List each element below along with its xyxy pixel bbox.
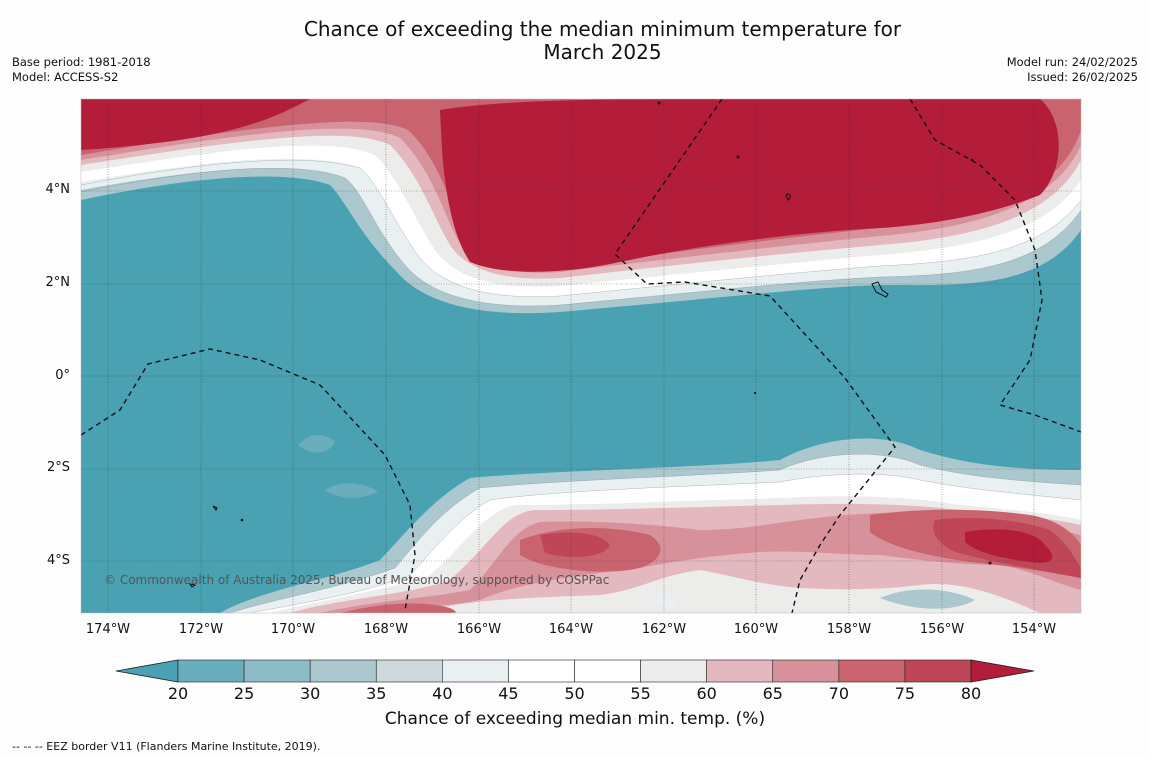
colorbar-extend-low: [115, 659, 179, 683]
lon-label: 162°W: [641, 622, 687, 637]
colorbar-tick-label: 70: [828, 684, 849, 703]
colorbar-tick-label: 45: [498, 684, 519, 703]
model-run: Model run: 24/02/2025: [1006, 55, 1138, 69]
colorbar-tick-label: 60: [696, 684, 717, 703]
lon-label: 166°W: [456, 622, 502, 637]
lon-label: 158°W: [826, 622, 872, 637]
lat-label: 4°S: [46, 553, 70, 568]
colorbar: [115, 659, 1035, 683]
colorbar-extend-high: [970, 659, 1035, 683]
colorbar-segment: [574, 659, 641, 683]
colorbar-segment: [706, 659, 774, 683]
colorbar-tick-label: 80: [960, 684, 982, 703]
copyright-text: © Commonwealth of Australia 2025, Bureau…: [104, 573, 609, 587]
colorbar-segment: [772, 659, 840, 683]
meta-right: Model run: 24/02/2025 Issued: 26/02/2025: [1007, 55, 1138, 85]
lat-label: 0°: [55, 368, 70, 383]
colorbar-segment: [375, 659, 443, 683]
colorbar-segment: [838, 659, 906, 683]
lon-label: 172°W: [178, 622, 224, 637]
colorbar-tick-label: 65: [762, 684, 783, 703]
northern-warm-region: [81, 99, 1081, 314]
lon-label: 170°W: [270, 622, 316, 637]
lon-label: 164°W: [548, 622, 594, 637]
colorbar-tick-label: 30: [299, 684, 321, 703]
lat-label: 2°N: [45, 275, 71, 290]
lon-label: 160°W: [733, 622, 779, 637]
colorbar-tick-label: 50: [564, 684, 585, 703]
islands: [188, 101, 992, 588]
lon-label: 154°W: [1011, 622, 1057, 637]
colorbar-tick-label: 55: [630, 684, 651, 703]
model-name: Model: ACCESS-S2: [12, 70, 119, 84]
lon-label: 168°W: [363, 622, 409, 637]
title-line-1: Chance of exceeding the median minimum t…: [303, 17, 902, 41]
lat-label: 4°N: [45, 182, 71, 197]
map-plot-area: © Commonwealth of Australia 2025, Bureau…: [81, 99, 1081, 613]
footnote: -- -- -- EEZ border V11 (Flanders Marine…: [12, 740, 321, 753]
lon-label: 174°W: [85, 622, 131, 637]
colorbar-segment: [309, 659, 377, 683]
colorbar-segment: [177, 659, 245, 683]
meta-left: Base period: 1981-2018 Model: ACCESS-S2: [12, 55, 151, 85]
colorbar-segment: [904, 659, 972, 683]
colorbar-tick-label: 20: [167, 684, 189, 703]
teal-patch: [298, 434, 335, 453]
map-frame: [80, 98, 1082, 614]
base-period: Base period: 1981-2018: [12, 55, 151, 69]
map-title: Chance of exceeding the median minimum t…: [250, 18, 955, 64]
graticule: [81, 99, 1081, 613]
contour-lines: [81, 159, 1081, 613]
colorbar-title: Chance of exceeding median min. temp. (%…: [384, 709, 766, 729]
eez-borders: [81, 99, 1081, 613]
lat-label: 2°S: [46, 460, 70, 475]
colorbar-segment: [640, 659, 707, 683]
colorbar-tick-label: 40: [432, 684, 453, 703]
colorbar-segment: [442, 659, 509, 683]
colorbar-tick-label: 25: [233, 684, 255, 703]
issued-date: Issued: 26/02/2025: [1027, 70, 1138, 84]
colorbar-segment: [508, 659, 575, 683]
colorbar-tick-label: 75: [894, 684, 916, 703]
teal-patch: [325, 483, 378, 498]
southern-warm-region: [81, 438, 1081, 613]
title-line-2: March 2025: [543, 40, 662, 64]
colorbar-tick-label: 35: [366, 684, 387, 703]
colorbar-segment: [243, 659, 311, 683]
lon-label: 156°W: [919, 622, 965, 637]
